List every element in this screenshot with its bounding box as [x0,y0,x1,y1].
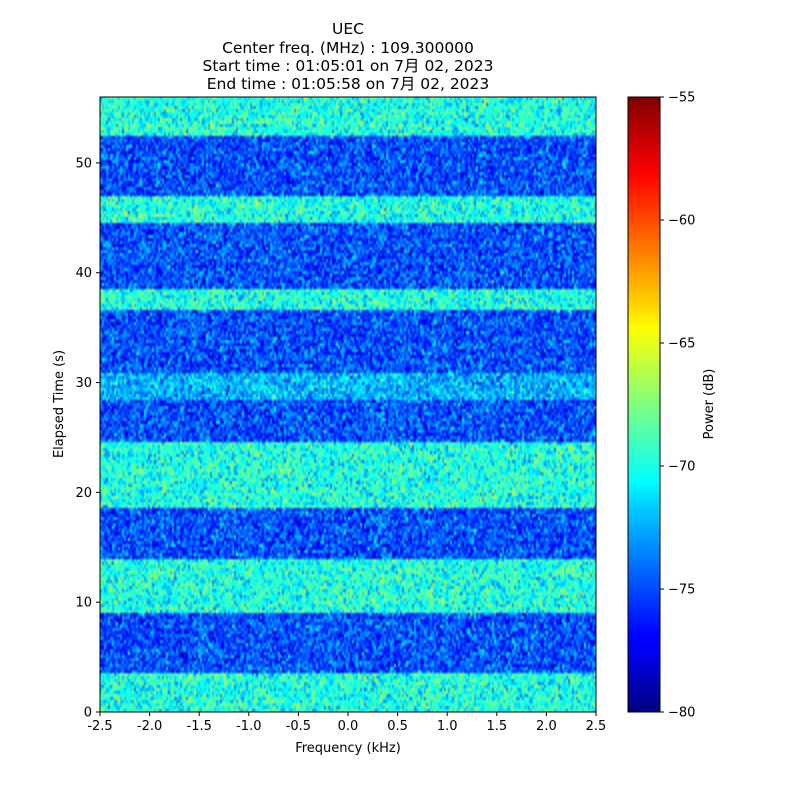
colorbar-tick-label: −60 [668,214,695,229]
colorbar [627,96,661,713]
y-tick-label: 30 [75,376,92,391]
y-tick-label: 40 [75,266,92,281]
x-tick-label: 0.0 [338,719,359,734]
x-tick-label: 2.5 [586,719,607,734]
colorbar-tick-label: −55 [668,91,695,106]
title-line-4: End time : 01:05:58 on 7月 02, 2023 [207,75,490,93]
y-tick-label: 0 [84,706,92,721]
y-axis-ticks: 0 10 20 30 40 50 [75,156,100,721]
title-line-3: Start time : 01:05:01 on 7月 02, 2023 [203,57,494,75]
x-tick-label: -0.5 [286,719,311,734]
colorbar-tick-label: −80 [668,706,695,721]
y-tick-label: 10 [75,596,92,611]
title-line-1: UEC [332,20,364,38]
x-tick-label: 1.5 [486,719,507,734]
colorbar-label: Power (dB) [702,369,717,440]
x-tick-label: -1.5 [187,719,212,734]
x-axis-ticks: -2.5 -2.0 -1.5 -1.0 -0.5 0.0 0.5 1.0 1.5 2.0 2.5 [87,712,606,734]
y-tick-label: 20 [75,486,92,501]
x-tick-label: 0.5 [387,719,408,734]
colorbar-tick-label: −65 [668,337,695,352]
title-line-2: Center freq. (MHz) : 109.300000 [222,39,474,57]
plot-area [99,96,597,713]
y-tick-label: 50 [75,156,92,171]
colorbar-tick-label: −70 [668,460,695,475]
y-axis-label: Elapsed Time (s) [52,350,67,458]
x-tick-label: -1.0 [236,719,261,734]
x-tick-label: -2.0 [137,719,162,734]
colorbar-ticks: −55 −60 −65 −70 −75 −80 [660,91,695,721]
x-tick-label: 1.0 [437,719,458,734]
x-axis-label: Frequency (kHz) [295,741,401,756]
colorbar-tick-label: −75 [668,583,695,598]
chart-title: UEC Center freq. (MHz) : 109.300000 Star… [203,20,494,93]
x-tick-label: 2.0 [536,719,557,734]
x-tick-label: -2.5 [87,719,112,734]
spectrogram-image [100,97,596,712]
